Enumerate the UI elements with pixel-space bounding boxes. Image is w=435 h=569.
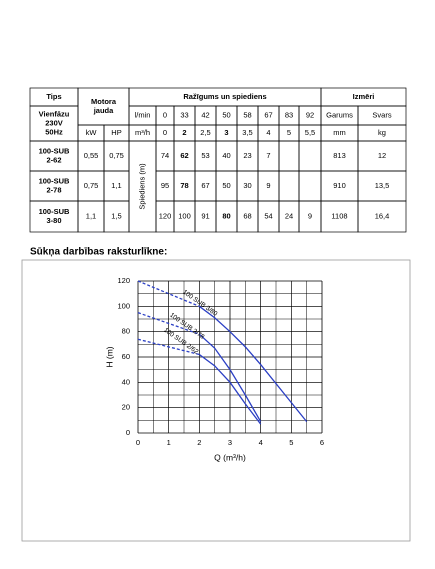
weight: 13,5 — [375, 181, 390, 190]
flow-value: 33 — [180, 110, 188, 119]
pressure-label: Spiediens (m) — [137, 163, 146, 210]
flow-unit: l/min — [135, 110, 151, 119]
x-tick-label: 1 — [167, 438, 171, 447]
length: 910 — [333, 181, 346, 190]
pressure: 62 — [180, 151, 188, 160]
y-tick-label: 20 — [122, 403, 130, 412]
pressure: 74 — [161, 151, 169, 160]
length: 1108 — [331, 211, 347, 220]
table-cell — [103, 200, 130, 233]
y-tick-label: 60 — [122, 352, 130, 361]
weight: 12 — [378, 151, 386, 160]
power: 1,1 — [111, 181, 121, 190]
power: 0,75 — [109, 151, 124, 160]
header: Ražīgums un spiediens — [183, 92, 266, 101]
pressure: 23 — [243, 151, 251, 160]
pressure: 80 — [222, 211, 230, 220]
curve — [198, 333, 262, 422]
flow-value: 83 — [285, 110, 293, 119]
chart-frame — [21, 259, 411, 542]
flow-value: 0 — [163, 128, 167, 137]
curve — [198, 353, 262, 425]
y-tick-label: 0 — [126, 428, 130, 437]
flow-unit: m³/h — [135, 128, 150, 137]
pressure: 50 — [222, 181, 230, 190]
x-tick-label: 0 — [136, 438, 140, 447]
pressure: 30 — [243, 181, 251, 190]
x-tick-label: 5 — [289, 438, 293, 447]
flow-value: 5 — [287, 128, 291, 137]
chart-heading: Sūkņa darbības raksturlīkne: — [30, 247, 167, 258]
model: 2-78 — [46, 185, 61, 194]
model: 100-SUB — [39, 146, 70, 155]
supply: 50Hz — [45, 127, 63, 136]
pressure: 54 — [264, 211, 272, 220]
pressure: 7 — [266, 151, 270, 160]
dim-cell: kg — [378, 128, 386, 137]
flow-value: 0 — [163, 110, 167, 119]
unit: HP — [111, 128, 121, 137]
model: 100-SUB — [39, 176, 70, 185]
flow-value: 3,5 — [242, 128, 252, 137]
curve-dashed — [137, 280, 200, 307]
pressure: 78 — [180, 181, 188, 190]
pressure: 9 — [266, 181, 270, 190]
flow-value: 2 — [182, 128, 186, 137]
flow-value: 50 — [222, 110, 230, 119]
pressure: 120 — [159, 211, 172, 220]
pressure: 95 — [161, 181, 169, 190]
curve-dashed — [137, 338, 200, 356]
pressure: 91 — [201, 211, 209, 220]
weight: 16,4 — [375, 211, 390, 220]
y-tick-label: 100 — [117, 301, 130, 310]
flow-value: 5,5 — [305, 128, 315, 137]
curve-dashed — [137, 312, 200, 335]
flow-value: 92 — [306, 110, 314, 119]
pressure: 100 — [178, 211, 191, 220]
x-tick-label: 2 — [197, 438, 201, 447]
pressure: 68 — [243, 211, 251, 220]
unit: kW — [86, 128, 98, 137]
table-cell — [357, 200, 407, 233]
x-tick-label: 6 — [320, 438, 324, 447]
flow-value: 58 — [243, 110, 251, 119]
flow-value: 4 — [266, 128, 270, 137]
header: Motora — [91, 97, 117, 106]
y-axis-label: H (m) — [104, 346, 114, 367]
dim-cell: mm — [333, 128, 346, 137]
header: Izmēri — [353, 92, 375, 101]
flow-value: 42 — [201, 110, 209, 119]
x-tick-label: 4 — [259, 438, 263, 447]
supply: Vienfāzu — [39, 109, 70, 118]
pressure: 24 — [285, 211, 293, 220]
dim-cell: Garums — [326, 110, 353, 119]
supply: 230V — [45, 118, 63, 127]
y-tick-label: 40 — [122, 377, 130, 386]
length: 813 — [333, 151, 346, 160]
y-tick-label: 80 — [122, 327, 130, 336]
pressure: 9 — [308, 211, 312, 220]
dim-cell: Svars — [372, 110, 391, 119]
pressure: 53 — [201, 151, 209, 160]
flow-value: 67 — [264, 110, 272, 119]
flow-value: 3 — [224, 128, 228, 137]
power: 0,75 — [84, 181, 99, 190]
flow-value: 2,5 — [200, 128, 210, 137]
curve — [198, 305, 308, 423]
power: 1,1 — [86, 211, 96, 220]
pressure: 40 — [222, 151, 230, 160]
model: 100-SUB — [39, 207, 70, 216]
y-tick-label: 120 — [117, 276, 130, 285]
x-tick-label: 3 — [228, 438, 232, 447]
model: 2-62 — [46, 155, 61, 164]
pressure: 67 — [201, 181, 209, 190]
model: 3-80 — [46, 216, 61, 225]
header: jauda — [93, 106, 114, 115]
x-axis-label: Q (m³/h) — [214, 452, 246, 462]
power: 1,5 — [111, 211, 121, 220]
power: 0,55 — [84, 151, 99, 160]
header: Tips — [46, 92, 61, 101]
